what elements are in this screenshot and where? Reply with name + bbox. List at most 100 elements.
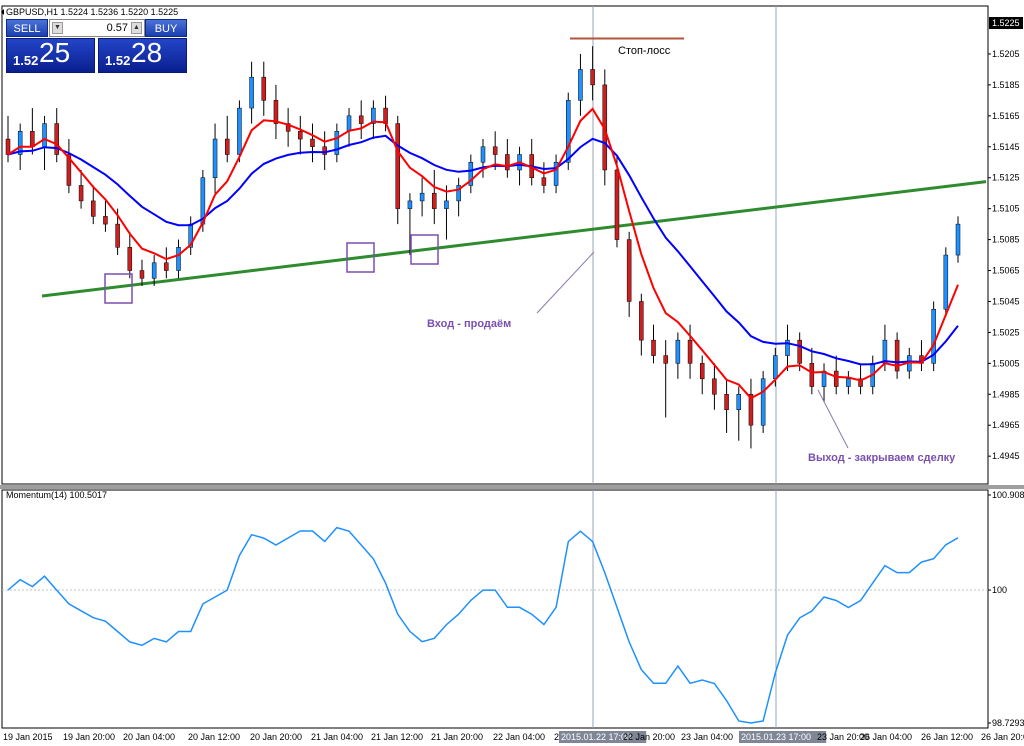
candle-body (468, 161, 474, 186)
time-tick-label: 2015.01.23 17:00 (741, 732, 811, 742)
candle-body (578, 69, 583, 101)
buy-price-prefix: 1.52 (105, 53, 131, 68)
candle-body (176, 247, 181, 271)
candle-body (760, 378, 766, 426)
candle-body (285, 123, 291, 132)
candle-body (931, 308, 936, 364)
main-plot-area (1, 5, 989, 485)
candle-body (797, 339, 802, 364)
candle-body (139, 270, 145, 279)
exit-label: Выход - закрываем сделку (808, 452, 956, 464)
candle-body (103, 216, 108, 225)
lot-value: 0.57 (106, 22, 128, 34)
candle-body (566, 100, 571, 163)
time-tick-label: 21 Jan 12:00 (371, 732, 423, 742)
price-tick-label: 1.5165 (992, 111, 1020, 121)
time-tick-label: 20 Jan 20:00 (250, 732, 302, 742)
buy-button[interactable]: BUY (145, 19, 187, 37)
candle-body (541, 177, 547, 186)
candle-body (846, 378, 851, 387)
candle-body (322, 146, 327, 155)
symbol-header: GBPUSD,H1 1.5224 1.5236 1.5220 1.5225 (6, 7, 178, 17)
price-tick-label: 1.5185 (992, 80, 1020, 90)
lot-size-field[interactable]: ▼ 0.57 ▲ (49, 19, 145, 37)
candle-body (724, 394, 729, 410)
price-tick-label: 1.4945 (992, 451, 1020, 461)
sell-button[interactable]: SELL (6, 19, 48, 37)
candle-body (955, 223, 961, 256)
price-tick-label: 1.5205 (992, 49, 1020, 59)
candle-body (882, 339, 888, 364)
time-tick-label: 20 Jan 04:00 (123, 732, 175, 742)
trendline (41, 180, 987, 298)
time-highlight (559, 731, 647, 743)
signal-box (410, 234, 439, 265)
candle-body (298, 131, 303, 140)
candle-body (407, 200, 413, 209)
momentum-plot-area (1, 489, 989, 729)
time-highlight (739, 731, 827, 743)
candle-body (663, 355, 668, 364)
time-tick-label: 22 Jan 04:00 (493, 732, 545, 742)
candle-body (785, 339, 790, 356)
candle-body (651, 339, 656, 356)
candle-body (237, 107, 242, 155)
signal-box (104, 273, 133, 304)
candle-body (748, 394, 754, 426)
price-tick-label: 1.5065 (992, 266, 1020, 276)
candle-body (894, 339, 900, 372)
candle-body (91, 200, 96, 217)
candle-body (553, 161, 559, 186)
candle-body (590, 69, 595, 86)
candle-body (419, 192, 425, 202)
candle-body (492, 146, 498, 155)
exit-pointer-line (817, 389, 849, 449)
candle-body (687, 339, 693, 364)
price-tick-label: 1.5125 (992, 173, 1020, 183)
current-price-tag (989, 17, 1023, 30)
candle-body (30, 131, 35, 148)
time-tick-label: 22 Jan 20:00 (623, 732, 675, 742)
candle-body (17, 131, 23, 155)
candle-body (639, 301, 644, 341)
buy-price[interactable]: 1.52 28 (98, 37, 187, 73)
time-tick-label: 19 Jan 2015 (3, 732, 53, 742)
time-tick-label: 26 Jan 12:00 (921, 732, 973, 742)
entry-pointer-line (536, 251, 595, 314)
candle-body (505, 154, 510, 171)
current-price-label: 1.5225 (992, 18, 1020, 28)
price-tick-label: 1.5145 (992, 142, 1020, 152)
price-tick-label: 1.5005 (992, 358, 1020, 368)
price-tick-label: 1.5085 (992, 235, 1020, 245)
candle-body (334, 131, 340, 155)
chevron-down-icon[interactable]: ▼ (52, 22, 63, 34)
one-click-trading-panel: SELL ▼ 0.57 ▲ BUY 1.52 25 1.52 28 (6, 19, 187, 73)
candle-body (675, 339, 681, 364)
candle-body (273, 100, 279, 124)
candle-body (456, 185, 461, 202)
time-tick-label: 26 Jan 20:00 (981, 732, 1024, 742)
sell-price[interactable]: 1.52 25 (6, 37, 95, 73)
candle-body (212, 138, 218, 178)
candle-body (809, 363, 815, 387)
time-tick-label: 21 Jan 04:00 (311, 732, 363, 742)
signal-box (346, 242, 375, 273)
momentum-tick-label: 100.9086 (992, 490, 1024, 500)
time-tick-label: 23 Jan 20:00 (817, 732, 869, 742)
candle-body (224, 138, 230, 155)
candle-body (699, 363, 705, 380)
price-tick-label: 1.4985 (992, 389, 1020, 399)
candle-body (42, 123, 47, 148)
candle-body (78, 185, 84, 202)
candle-body (858, 378, 863, 387)
time-tick-label: 20 Jan 12:00 (188, 732, 240, 742)
momentum-tick-label: 98.7293 (992, 718, 1024, 728)
candle-body (54, 123, 59, 155)
candle-body (432, 192, 437, 209)
spinner-icon[interactable]: ▲ (131, 22, 142, 34)
candle-body (164, 262, 169, 271)
candle-body (833, 370, 839, 387)
candle-body (371, 107, 376, 124)
sell-price-pips: 25 (39, 37, 71, 68)
